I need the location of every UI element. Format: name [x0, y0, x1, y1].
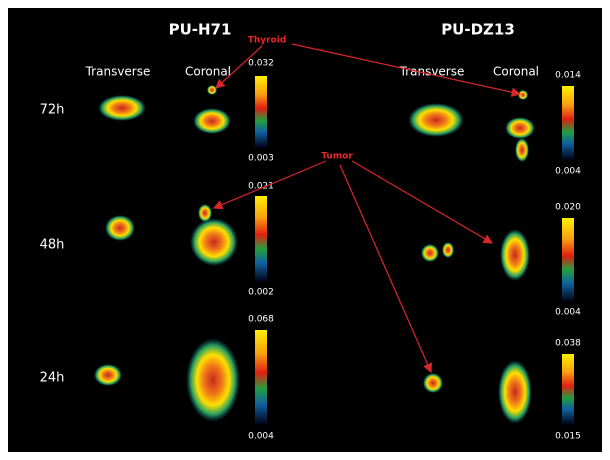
- scale-min: 0.004: [248, 432, 274, 442]
- scale-max: 0.020: [555, 203, 581, 213]
- annotation: Tumor: [321, 152, 353, 162]
- annotation: Thyroid: [248, 36, 287, 46]
- scale-max: 0.014: [555, 71, 581, 81]
- scale-min: 0.004: [555, 167, 581, 177]
- view-label: Transverse: [85, 65, 151, 79]
- figure: PU-H71 PU-DZ13 Transverse Coronal Transv…: [0, 0, 610, 460]
- view-label: Transverse: [399, 65, 465, 79]
- row-label: 48h: [40, 238, 65, 253]
- scale-max: 0.068: [248, 315, 274, 325]
- scale-max: 0.038: [555, 339, 581, 349]
- column-title: PU-DZ13: [441, 21, 515, 39]
- column-title: PU-H71: [169, 21, 232, 39]
- scale-min: 0.004: [555, 308, 581, 318]
- scale-min: 0.015: [555, 432, 581, 442]
- scale-min: 0.002: [248, 288, 274, 298]
- row-label: 24h: [40, 371, 65, 386]
- view-label: Coronal: [185, 65, 231, 79]
- scale-min: 0.003: [248, 154, 274, 164]
- scale-max: 0.032: [248, 59, 274, 69]
- view-label: Coronal: [493, 65, 539, 79]
- scale-max: 0.021: [248, 182, 274, 192]
- row-label: 72h: [40, 103, 65, 118]
